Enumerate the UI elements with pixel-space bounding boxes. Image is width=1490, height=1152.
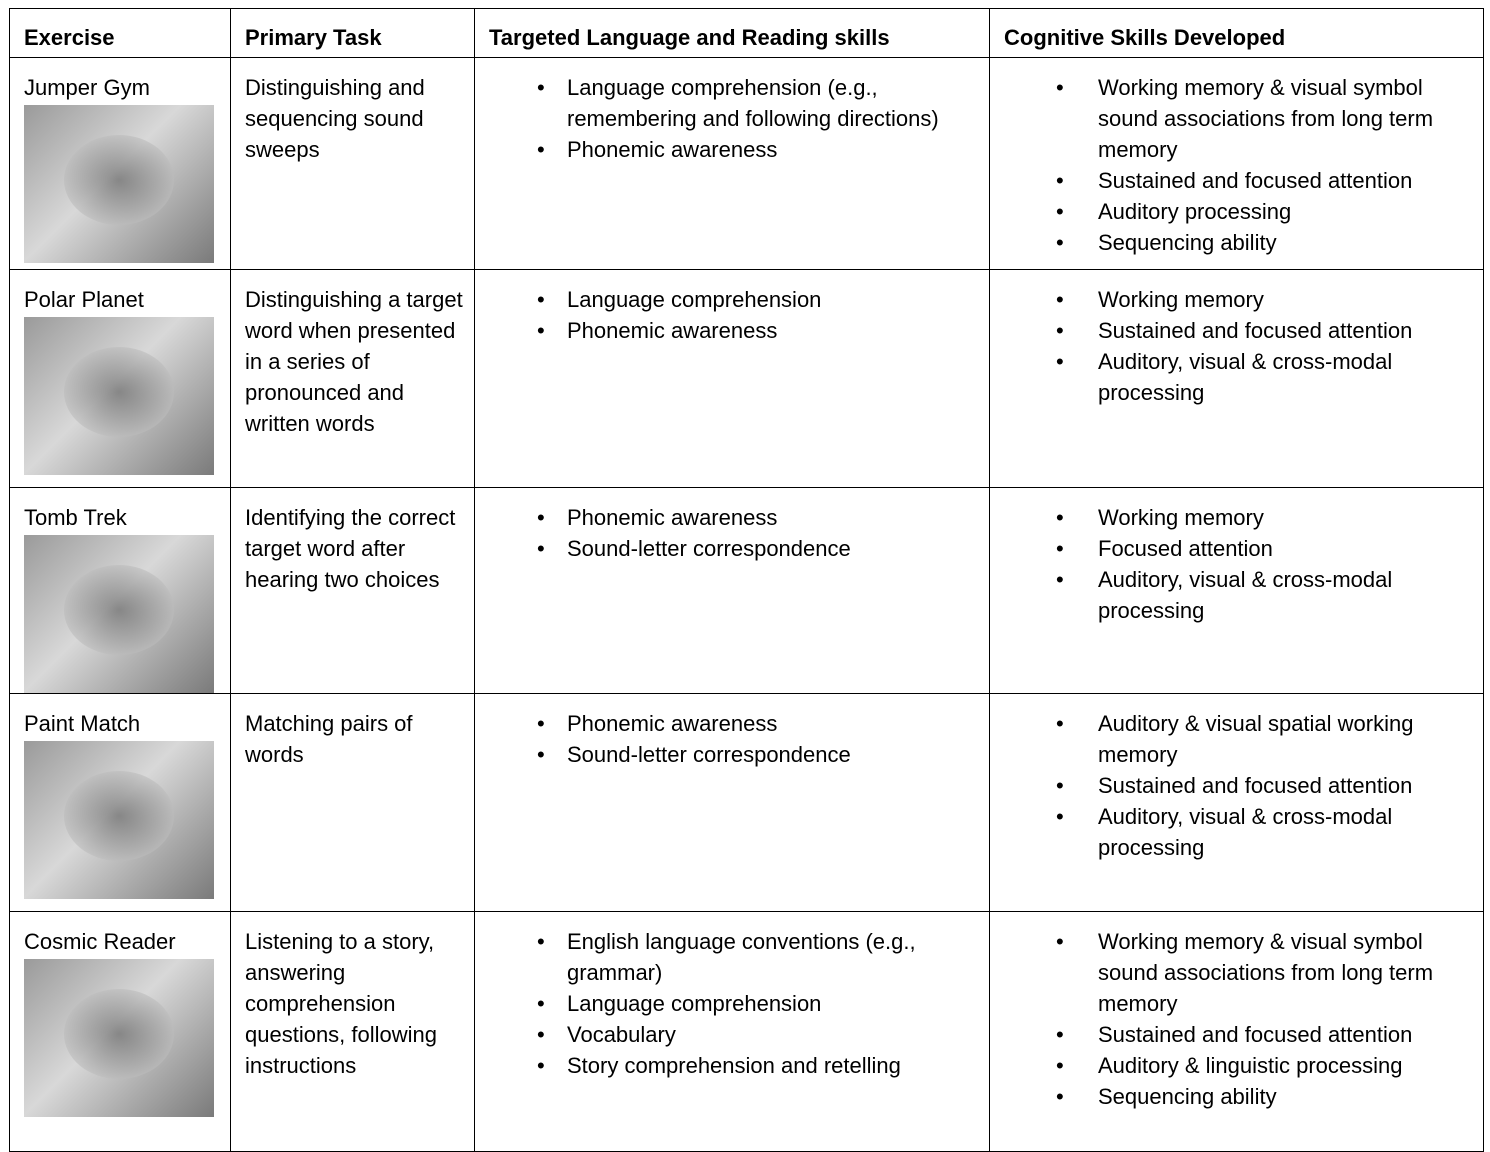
cognitive-skill: Sustained and focused attention <box>1056 165 1473 196</box>
cognitive-skills-cell: Working memory & visual symbol sound ass… <box>989 57 1484 270</box>
cognitive-skill: Auditory, visual & cross-modal processin… <box>1056 801 1473 863</box>
language-skills-cell: Language comprehension (e.g., rememberin… <box>474 57 990 270</box>
table-body: Jumper Gym Distinguishing and sequencing … <box>9 57 1484 1152</box>
cognitive-skills-cell: Working memoryFocused attentionAuditory,… <box>989 487 1484 694</box>
cognitive-skill: Sequencing ability <box>1056 227 1473 258</box>
exercise-name: Polar Planet <box>24 287 144 312</box>
exercise-name: Paint Match <box>24 711 141 736</box>
exercise-cell: Jumper Gym <box>9 57 231 270</box>
language-skills-list: English language conventions (e.g., gram… <box>475 926 989 1081</box>
header-cell: Exercise <box>9 8 231 58</box>
language-skill: Sound-letter correspondence <box>537 739 965 770</box>
task-cell: Distinguishing and sequencing sound swee… <box>230 57 475 270</box>
exercise-screenshot <box>24 105 214 263</box>
language-skill: Phonemic awareness <box>537 502 965 533</box>
table-row: Cosmic Reader Listening to a story, answe… <box>9 911 1484 1152</box>
language-skills-cell: Phonemic awarenessSound-letter correspon… <box>474 693 990 912</box>
language-skill: Story comprehension and retelling <box>537 1050 965 1081</box>
language-skills-list: Language comprehensionPhonemic awareness <box>475 284 989 346</box>
table-row: Jumper Gym Distinguishing and sequencing … <box>9 57 1484 270</box>
cognitive-skill: Working memory & visual symbol sound ass… <box>1056 72 1473 165</box>
task-cell: Listening to a story, answering comprehe… <box>230 911 475 1152</box>
exercise-cell: Paint Match <box>9 693 231 912</box>
exercise-screenshot <box>24 535 214 693</box>
cognitive-skills-cell: Auditory & visual spatial working memory… <box>989 693 1484 912</box>
cognitive-skill: Auditory processing <box>1056 196 1473 227</box>
exercise-cell: Cosmic Reader <box>9 911 231 1152</box>
exercise-screenshot <box>24 317 214 475</box>
language-skill: Phonemic awareness <box>537 708 965 739</box>
cognitive-skill: Working memory & visual symbol sound ass… <box>1056 926 1473 1019</box>
language-skill: English language conventions (e.g., gram… <box>537 926 965 988</box>
cognitive-skills-list: Auditory & visual spatial working memory… <box>990 708 1483 863</box>
cognitive-skills-list: Working memory & visual symbol sound ass… <box>990 926 1483 1112</box>
cognitive-skill: Focused attention <box>1056 533 1473 564</box>
cognitive-skill: Working memory <box>1056 502 1473 533</box>
exercise-table: Exercise Primary Task Targeted Language an… <box>9 8 1484 1152</box>
cognitive-skill: Auditory, visual & cross-modal processin… <box>1056 564 1473 626</box>
task-cell: Matching pairs of words <box>230 693 475 912</box>
exercise-screenshot <box>24 741 214 899</box>
cognitive-skills-list: Working memory & visual symbol sound ass… <box>990 72 1483 258</box>
header-cell: Targeted Language and Reading skills <box>474 8 990 58</box>
language-skills-cell: English language conventions (e.g., gram… <box>474 911 990 1152</box>
cognitive-skill: Auditory & visual spatial working memory <box>1056 708 1473 770</box>
cognitive-skills-cell: Working memory & visual symbol sound ass… <box>989 911 1484 1152</box>
language-skills-cell: Language comprehensionPhonemic awareness <box>474 269 990 488</box>
language-skill: Sound-letter correspondence <box>537 533 965 564</box>
cognitive-skill: Sustained and focused attention <box>1056 315 1473 346</box>
cognitive-skills-list: Working memoryFocused attentionAuditory,… <box>990 502 1483 626</box>
cognitive-skills-cell: Working memorySustained and focused atte… <box>989 269 1484 488</box>
exercise-name: Cosmic Reader <box>24 929 176 954</box>
language-skill: Phonemic awareness <box>537 315 965 346</box>
cognitive-skill: Auditory, visual & cross-modal processin… <box>1056 346 1473 408</box>
header-cell: Primary Task <box>230 8 475 58</box>
language-skill: Vocabulary <box>537 1019 965 1050</box>
cognitive-skills-list: Working memorySustained and focused atte… <box>990 284 1483 408</box>
exercise-screenshot <box>24 959 214 1117</box>
cognitive-skill: Working memory <box>1056 284 1473 315</box>
cognitive-skill: Auditory & linguistic processing <box>1056 1050 1473 1081</box>
header-cell: Cognitive Skills Developed <box>989 8 1484 58</box>
language-skills-list: Phonemic awarenessSound-letter correspon… <box>475 502 989 564</box>
task-cell: Identifying the correct target word afte… <box>230 487 475 694</box>
cognitive-skill: Sustained and focused attention <box>1056 1019 1473 1050</box>
exercise-name: Tomb Trek <box>24 505 127 530</box>
language-skill: Language comprehension <box>537 988 965 1019</box>
language-skill: Language comprehension (e.g., rememberin… <box>537 72 965 134</box>
language-skill: Language comprehension <box>537 284 965 315</box>
cognitive-skill: Sequencing ability <box>1056 1081 1473 1112</box>
language-skills-list: Phonemic awarenessSound-letter correspon… <box>475 708 989 770</box>
exercise-cell: Polar Planet <box>9 269 231 488</box>
exercise-cell: Tomb Trek <box>9 487 231 694</box>
page: Exercise Primary Task Targeted Language an… <box>0 0 1490 1098</box>
table-row: Polar Planet Distinguishing a target word… <box>9 269 1484 488</box>
header-row: Exercise Primary Task Targeted Language an… <box>9 8 1484 58</box>
cognitive-skill: Sustained and focused attention <box>1056 770 1473 801</box>
table-row: Tomb Trek Identifying the correct target … <box>9 487 1484 694</box>
exercise-name: Jumper Gym <box>24 75 150 100</box>
language-skills-cell: Phonemic awarenessSound-letter correspon… <box>474 487 990 694</box>
task-cell: Distinguishing a target word when presen… <box>230 269 475 488</box>
language-skill: Phonemic awareness <box>537 134 965 165</box>
language-skills-list: Language comprehension (e.g., rememberin… <box>475 72 989 165</box>
